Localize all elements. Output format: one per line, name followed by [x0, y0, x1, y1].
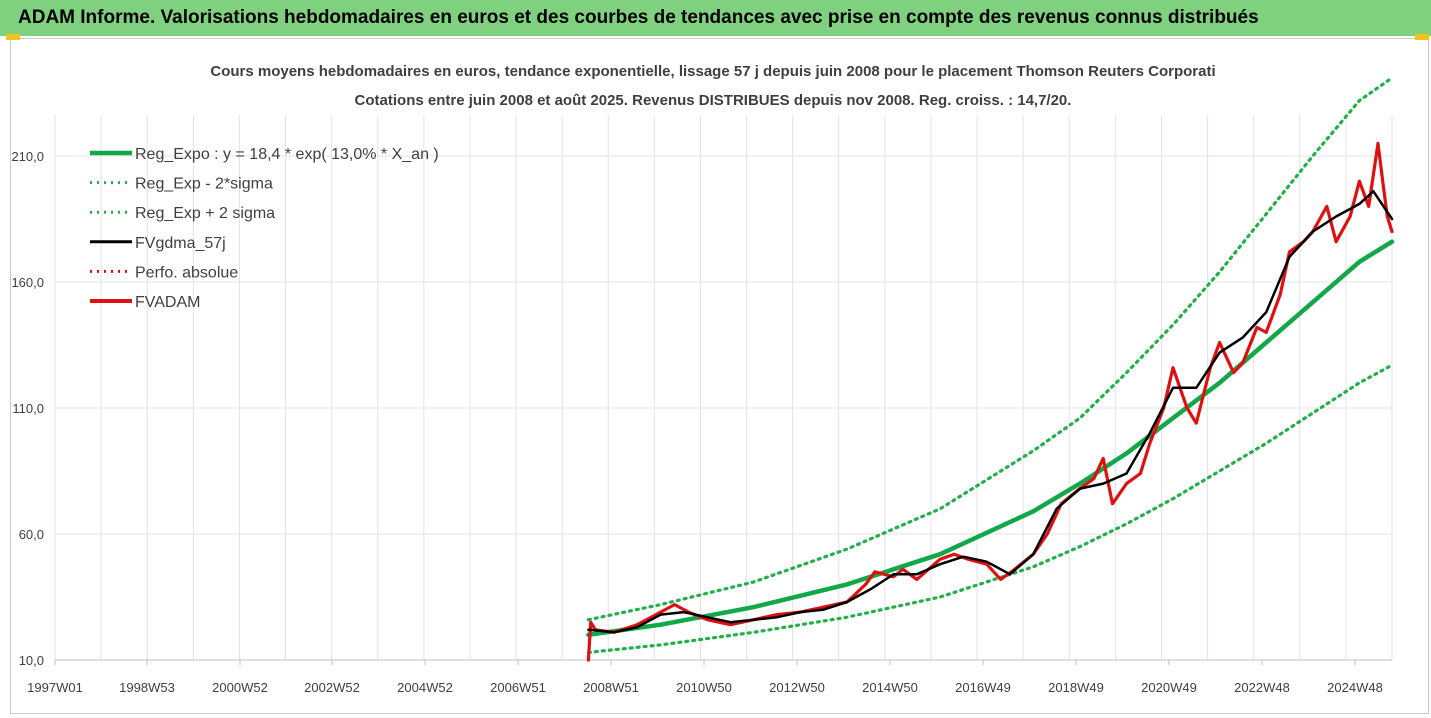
x-tick-label: 2024W48 [1327, 680, 1383, 695]
series-fvgdma-57j-line [587, 190, 1394, 634]
x-tick-label: 2014W50 [862, 680, 918, 695]
legend-label: Reg_Expo : y = 18,4 * exp( 13,0% * X_an … [135, 146, 439, 163]
series-reg-minus-2sigma-line [586, 363, 1394, 655]
x-tick-label: 1997W01 [27, 680, 83, 695]
grid-lines [54, 115, 1393, 661]
x-tick-label: 2016W49 [955, 680, 1011, 695]
chart-legend: Reg_Expo : y = 18,4 * exp( 13,0% * X_an … [90, 146, 439, 311]
legend-label: FVADAM [135, 294, 200, 311]
legend-label: Reg_Exp - 2*sigma [135, 176, 273, 193]
x-tick-label: 2002W52 [304, 680, 360, 695]
x-tick-label: 2010W50 [676, 680, 732, 695]
chart-subtitle: Cotations entre juin 2008 et août 2025. … [355, 92, 1072, 109]
series-fvadam-line [586, 141, 1394, 662]
plot-series [586, 76, 1395, 662]
frame-corner-marker [1415, 34, 1429, 40]
legend-label: Reg_Exp + 2 sigma [135, 205, 275, 222]
y-tick-label: 10,0 [19, 653, 44, 668]
y-tick-label: 210,0 [11, 149, 44, 164]
y-tick-label: 160,0 [11, 275, 44, 290]
x-tick-label: 2006W51 [490, 680, 546, 695]
x-tick-label: 2000W52 [212, 680, 268, 695]
chart-frame [10, 38, 1429, 714]
frame-corner-marker [6, 34, 20, 40]
series-reg-plus-2sigma-line [586, 76, 1394, 622]
x-tick-label: 2022W48 [1234, 680, 1290, 695]
report-banner: ADAM Informe. Valorisations hebdomadaire… [0, 0, 1431, 36]
banner-title: ADAM Informe. Valorisations hebdomadaire… [18, 7, 1259, 28]
x-tick-label: 2020W49 [1141, 680, 1197, 695]
x-tick-label: 2008W51 [583, 680, 639, 695]
x-tick-label: 2018W49 [1048, 680, 1104, 695]
x-tick-label: 1998W53 [119, 680, 175, 695]
legend-label: FVgdma_57j [135, 235, 226, 252]
x-tick-label: 2012W50 [769, 680, 825, 695]
y-axis: 10,0 60,0 110,0 160,0 210,0 [11, 149, 44, 668]
y-tick-label: 60,0 [19, 527, 44, 542]
chart-title: Cours moyens hebdomadaires en euros, ten… [210, 63, 1215, 80]
x-axis: 1997W01 1998W53 2000W52 2002W52 2004W52 2006W… [27, 659, 1392, 695]
y-tick-label: 110,0 [12, 401, 44, 416]
legend-label: Perfo. absolue [135, 264, 238, 281]
x-tick-label: 2004W52 [397, 680, 453, 695]
series-reg-expo-line [586, 239, 1395, 638]
